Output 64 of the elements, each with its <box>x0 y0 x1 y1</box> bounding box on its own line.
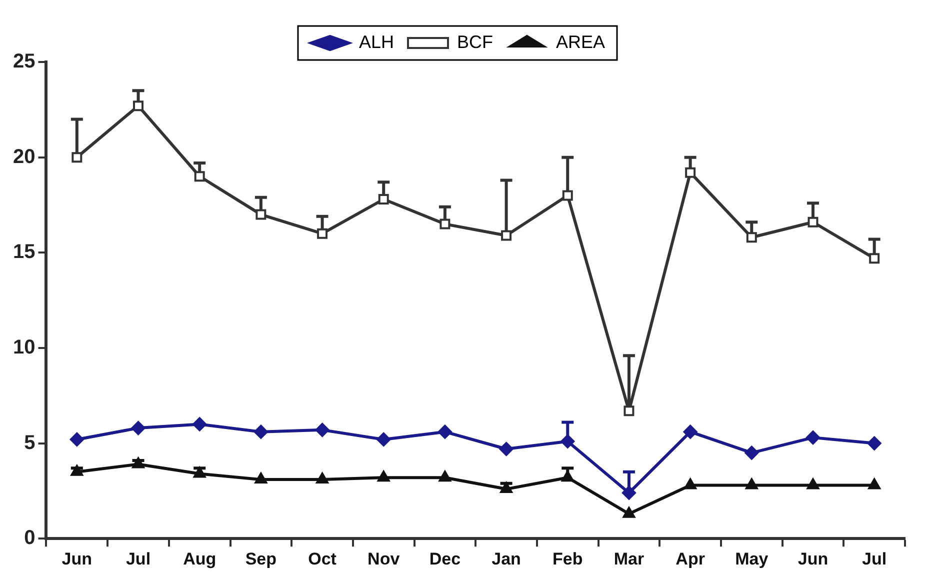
point <box>501 230 512 241</box>
x-tick-label: May <box>735 549 769 568</box>
point <box>72 152 82 163</box>
point <box>254 424 268 439</box>
point <box>194 171 205 182</box>
point <box>377 470 390 482</box>
y-tick-label: 10 <box>12 336 36 358</box>
y-tick-label: 25 <box>12 50 36 73</box>
point <box>440 218 450 230</box>
point <box>561 470 574 482</box>
x-tick-label: Jun <box>798 549 828 568</box>
point <box>438 424 452 439</box>
point <box>806 478 820 490</box>
point <box>683 424 698 439</box>
point <box>70 432 84 446</box>
point <box>315 422 330 437</box>
x-tick-label: Dec <box>429 549 461 568</box>
point <box>499 442 514 456</box>
point <box>378 194 389 205</box>
x-tick-label: Jun <box>62 549 92 568</box>
point <box>500 482 512 494</box>
y-tick-label: 20 <box>12 146 36 168</box>
x-tick-label: Sep <box>245 549 277 568</box>
legend-label: AREA <box>556 32 606 52</box>
point <box>684 478 697 490</box>
point <box>867 436 882 450</box>
x-tick-label: Jul <box>126 549 151 568</box>
point <box>317 228 328 239</box>
x-tick-label: Jul <box>862 549 887 568</box>
point <box>745 478 758 490</box>
point <box>622 506 636 518</box>
x-tick-label: Feb <box>552 549 583 568</box>
point <box>131 421 146 436</box>
point <box>132 457 144 468</box>
point <box>808 216 818 228</box>
point <box>316 472 328 484</box>
y-tick-label: 5 <box>24 432 36 454</box>
point <box>254 472 268 484</box>
point <box>806 430 820 445</box>
point <box>685 167 696 178</box>
point <box>376 432 391 446</box>
point <box>622 486 636 500</box>
point <box>133 100 144 112</box>
legend-label: BCF <box>457 32 494 52</box>
x-tick-label: Nov <box>368 549 400 568</box>
point <box>624 406 634 416</box>
x-tick-label: Jan <box>492 549 521 568</box>
point <box>869 253 880 264</box>
point <box>562 190 573 201</box>
point <box>192 417 207 432</box>
point <box>438 470 452 482</box>
x-tick-label: Oct <box>308 549 337 568</box>
y-tick-label: 15 <box>12 241 36 264</box>
point <box>193 466 206 478</box>
point <box>256 209 266 220</box>
x-tick-label: Mar <box>614 549 644 568</box>
point <box>560 434 575 448</box>
y-tick-label: 0 <box>24 527 36 550</box>
point <box>868 478 881 490</box>
point <box>746 232 757 243</box>
x-tick-label: Apr <box>676 549 706 568</box>
point <box>744 446 759 460</box>
legend-label: ALH <box>358 32 394 52</box>
x-tick-label: Aug <box>183 549 216 568</box>
